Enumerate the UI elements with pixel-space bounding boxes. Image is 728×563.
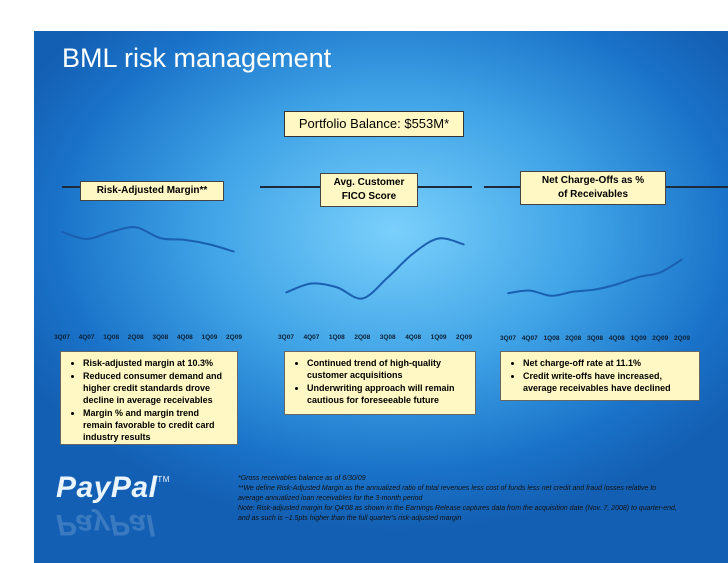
chart3-tick-label: 2Q09 [652, 335, 668, 342]
footnote-1: *Gross receivables balance as of 6/30/09 [238, 475, 366, 482]
chart2-tick-label: 4Q07 [303, 334, 319, 341]
chart1-tick-label: 3Q07 [54, 334, 70, 341]
chart2-tick-label: 2Q08 [354, 334, 370, 341]
chart3-tick-label: 2Q08 [565, 335, 581, 342]
chart2-point-3Q08 [386, 276, 389, 279]
chart3-point-2Q09 [659, 271, 662, 274]
chart1-tick-label: 1Q08 [103, 334, 119, 341]
chart1-point-4Q08 [184, 239, 186, 241]
slide: BML risk management Portfolio Balance: $… [34, 31, 728, 563]
portfolio-balance-box: Portfolio Balance: $553M* [284, 111, 464, 137]
footnote-2: **We define Risk-Adjusted Margin as the … [238, 485, 657, 502]
chart1-point-3Q08 [159, 237, 162, 239]
charts-canvas: 3Q07 4Q07 1Q08 2Q08 3Q08 4Q08 1Q09 2Q09 3Q07 4Q07… [54, 226, 690, 342]
chart3-point-2Q09 [681, 258, 683, 261]
chart1-tick-label: 2Q09 [226, 334, 242, 341]
bullet-3-1: Net charge-off rate at 11.1% [523, 357, 693, 369]
chart2-point-3Q07 [285, 291, 287, 294]
bullets-box-3: Net charge-off rate at 11.1% Credit writ… [500, 351, 700, 401]
chart3-tick-label: 3Q07 [500, 335, 516, 342]
footnote-3: Note: Risk-adjusted margin for Q4'08 as … [238, 505, 677, 522]
paypal-logo-reflection: PayPal [56, 508, 155, 541]
chart1-tick-label: 2Q08 [128, 334, 144, 341]
bullet-1-2: Reduced consumer demand and higher credi… [83, 370, 231, 406]
chart3-point-4Q07 [528, 289, 531, 292]
chart2-point-1Q09 [437, 237, 440, 240]
chart3-tick-label: 3Q08 [587, 335, 603, 342]
chart1-tick-label: 4Q08 [177, 334, 193, 341]
chart2-tick-label: 3Q07 [278, 334, 294, 341]
chart2-title-line2: FICO Score [341, 191, 397, 202]
chart1-point-2Q09 [233, 250, 235, 253]
footnotes: *Gross receivables balance as of 6/30/09… [238, 474, 678, 524]
logo-tm: TM [157, 475, 170, 484]
chart3-point-2Q08 [572, 290, 575, 293]
chart1-tick-label: 3Q08 [152, 334, 168, 341]
chart3-tick-label: 2Q09 [674, 335, 690, 342]
chart2-title-line1: Avg. Customer [333, 177, 405, 188]
chart1-series-line [61, 226, 235, 253]
chart3-title: Net Charge-Offs as % of Receivables [520, 171, 666, 205]
bullet-2-2: Underwriting approach will remain cautio… [307, 382, 469, 406]
logo-text: PayPal [56, 471, 158, 504]
chart2-series-line [285, 237, 465, 300]
chart3-point-3Q07 [507, 292, 509, 295]
bullets-box-1: Risk-adjusted margin at 10.3% Reduced co… [60, 351, 238, 445]
chart1-point-1Q09 [208, 243, 211, 246]
chart3-point-1Q09 [637, 276, 640, 278]
bullet-1-3: Margin % and margin trend remain favorab… [83, 407, 231, 443]
chart2-tick-label: 1Q09 [431, 334, 447, 341]
chart2-title: Avg. Customer FICO Score [320, 173, 418, 207]
chart3-point-1Q08 [550, 295, 553, 297]
chart2-tick-label: 2Q09 [456, 334, 472, 341]
paypal-logo: PayPalTM [56, 471, 170, 505]
chart2-tick-label: 3Q08 [380, 334, 396, 341]
chart2-tick-label: 4Q08 [405, 334, 421, 341]
chart3-title-line2: of Receivables [557, 189, 629, 200]
chart3-title-line1: Net Charge-Offs as % [541, 175, 645, 186]
chart1-point-4Q07 [85, 238, 88, 240]
chart3-point-4Q08 [615, 283, 618, 286]
chart2-point-4Q08 [412, 252, 414, 255]
chart3-tick-label: 1Q09 [631, 335, 647, 342]
chart3-point-3Q08 [594, 288, 596, 291]
chart2-point-4Q07 [310, 282, 313, 285]
chart3-tick-label: 4Q08 [609, 335, 625, 342]
chart3-tick-label: 1Q08 [544, 335, 560, 342]
chart2-tick-label: 1Q08 [329, 334, 345, 341]
chart1-point-2Q08 [134, 226, 137, 229]
bullet-2-1: Continued trend of high-quality customer… [307, 357, 469, 381]
chart3-tick-label: 4Q07 [522, 335, 538, 342]
chart1-point-1Q08 [110, 231, 112, 233]
slide-title: BML risk management [62, 43, 332, 73]
bullet-3-2: Credit write-offs have increased, averag… [523, 370, 693, 394]
chart1-point-3Q07 [61, 231, 63, 233]
bullets-box-2: Continued trend of high-quality customer… [284, 351, 476, 415]
bullet-1-1: Risk-adjusted margin at 10.3% [83, 357, 231, 369]
chart2-point-1Q08 [336, 286, 338, 289]
chart2-point-2Q09 [463, 243, 465, 246]
chart2-point-2Q08 [361, 297, 364, 300]
chart1-tick-label: 4Q07 [79, 334, 95, 341]
chart1-tick-label: 1Q09 [201, 334, 217, 341]
chart1-title: Risk-Adjusted Margin** [80, 181, 224, 201]
